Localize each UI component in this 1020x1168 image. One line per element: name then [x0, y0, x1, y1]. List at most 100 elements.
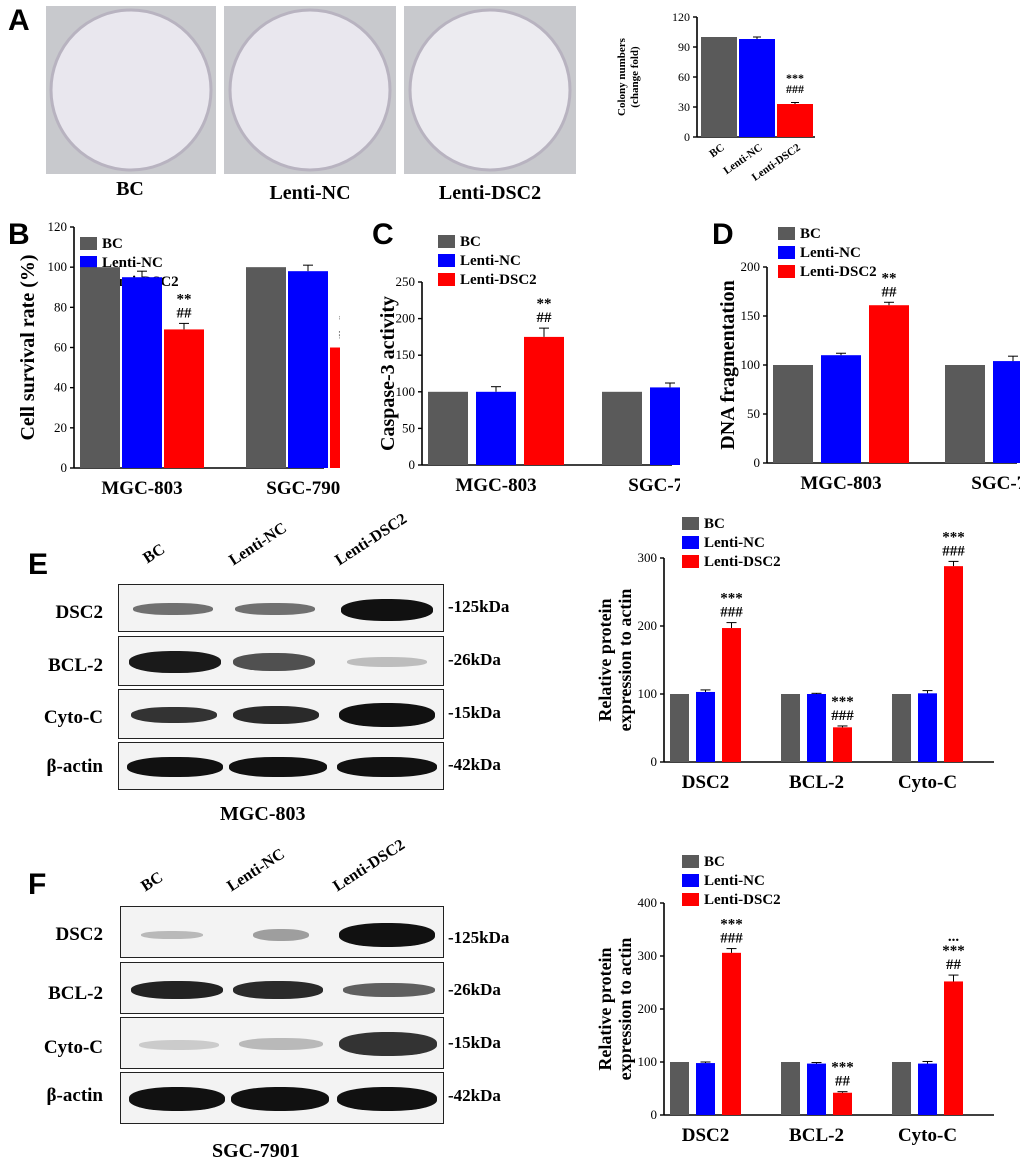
significance-label: ## [835, 1074, 851, 1090]
significance-label: ### [339, 326, 340, 342]
band [131, 707, 217, 723]
legend-label: BC [704, 854, 725, 870]
legend-swatch [778, 246, 795, 259]
blot-e-kda-42: -42kDa [448, 755, 501, 774]
bar [428, 391, 468, 465]
legend-label: Lenti-NC [460, 253, 521, 269]
x-tick-label: Cyto-C [898, 772, 957, 793]
legend-swatch [778, 265, 795, 278]
y-axis-label-line: (change fold) [629, 46, 641, 108]
y-tick-label: 300 [638, 948, 658, 963]
legend-label: Lenti-NC [102, 255, 163, 271]
colony-dish-lenti-dsc2 [404, 6, 576, 174]
blot-f-strip-actin [120, 1072, 444, 1124]
y-tick-label: 250 [396, 274, 416, 289]
y-tick-label: 60 [678, 70, 690, 84]
panel-letter-e: E [28, 548, 49, 581]
panel-letter-c: C [372, 218, 394, 251]
legend-swatch [682, 555, 699, 568]
legend-label: Lenti-NC [704, 873, 765, 889]
significance-label: *** [786, 71, 804, 85]
panel-letter-f: F [28, 868, 47, 901]
legend-swatch [438, 273, 455, 286]
y-tick-label: 100 [48, 259, 68, 274]
legend-swatch [778, 227, 795, 240]
blot-f-lane-bc: BC [138, 868, 167, 896]
significance-label: *** [942, 529, 965, 545]
x-tick-label: SGC-7901 [971, 473, 1020, 494]
y-tick-label: 20 [54, 420, 67, 435]
significance-label: *** [339, 312, 340, 328]
bar [892, 1062, 911, 1115]
y-tick-label: 90 [678, 40, 690, 54]
significance-label: ** [177, 291, 192, 307]
y-axis-label-line: Relative protein [595, 947, 615, 1070]
bar [945, 365, 985, 463]
significance-label: ### [720, 605, 743, 621]
significance-label: ## [882, 284, 898, 300]
legend-label: BC [102, 236, 123, 252]
bar [164, 329, 204, 468]
y-axis-label: Relative protein expression to actin [595, 938, 635, 1081]
blot-f-kda-26: -26kDa [448, 980, 501, 999]
bar [80, 267, 120, 468]
band [139, 1040, 219, 1050]
band [233, 653, 315, 671]
band [339, 1032, 437, 1056]
y-tick-label: 120 [672, 10, 690, 24]
y-axis-label: Relative protein expression to actin [595, 589, 635, 732]
significance-label: *** [942, 943, 965, 959]
chart-e: 0 100 200 300 Relative protein expression to … [595, 516, 994, 793]
blot-e-cell-line: MGC-803 [220, 803, 306, 825]
x-tick-label: MGC-803 [455, 475, 536, 496]
y-tick-label: 100 [638, 1054, 658, 1069]
band [129, 1087, 225, 1111]
band [229, 757, 327, 777]
band [127, 757, 223, 777]
x-tick-label: DSC2 [682, 1125, 730, 1146]
y-axis-label: Colony numbers (change fold) [616, 37, 641, 116]
bar [869, 305, 909, 463]
blot-f-lane-lenti-dsc2: Lenti-DSC2 [330, 836, 409, 896]
legend-swatch [682, 874, 699, 887]
blot-e-row-bcl2: BCL-2 [48, 655, 103, 676]
panel-letter-b: B [8, 218, 30, 251]
significance-label: ## [177, 305, 193, 321]
legend-label: Lenti-NC [800, 245, 861, 261]
y-tick-label: 0 [409, 457, 416, 472]
bar [833, 1092, 852, 1115]
y-axis-label-line: Cell survival rate (%) [17, 254, 39, 440]
bar [602, 391, 642, 465]
band [339, 923, 435, 947]
band [343, 983, 435, 997]
legend-swatch [438, 254, 455, 267]
chart-f: 0 100 200 300 400 Relative protein expression … [595, 854, 994, 1146]
significance-label: ... [948, 929, 960, 945]
colony-dish-lenti-dsc2-image [404, 6, 576, 174]
significance-label: *** [720, 591, 743, 607]
colony-dish-bc [46, 6, 216, 174]
significance-label: ### [786, 82, 804, 96]
blot-f-strip-dsc2 [120, 906, 444, 958]
y-tick-label: 300 [638, 550, 658, 565]
blot-f-strip-cytoc [120, 1017, 444, 1069]
blot-e-row-actin: β-actin [46, 756, 103, 777]
bar [670, 694, 689, 762]
bar [701, 37, 737, 137]
band [239, 1038, 323, 1050]
blot-f-row-actin: β-actin [46, 1085, 103, 1106]
blot-e-strip-cytoc [118, 689, 444, 739]
y-axis-label-line: DNA fragmentation [717, 280, 739, 449]
band [337, 757, 437, 777]
y-axis-label-line: Caspase-3 activity [377, 296, 399, 451]
blot-e-row-cytoc: Cyto-C [43, 707, 103, 728]
panel-letter-d: D [712, 218, 734, 251]
legend-label: Lenti-DSC2 [800, 264, 877, 280]
y-tick-label: 50 [747, 406, 760, 421]
y-tick-label: 400 [638, 895, 658, 910]
y-tick-label: 100 [638, 686, 658, 701]
y-tick-label: 80 [54, 299, 67, 314]
dish-label-lenti-nc: Lenti-NC [269, 182, 351, 204]
y-tick-label: 200 [638, 1001, 658, 1016]
